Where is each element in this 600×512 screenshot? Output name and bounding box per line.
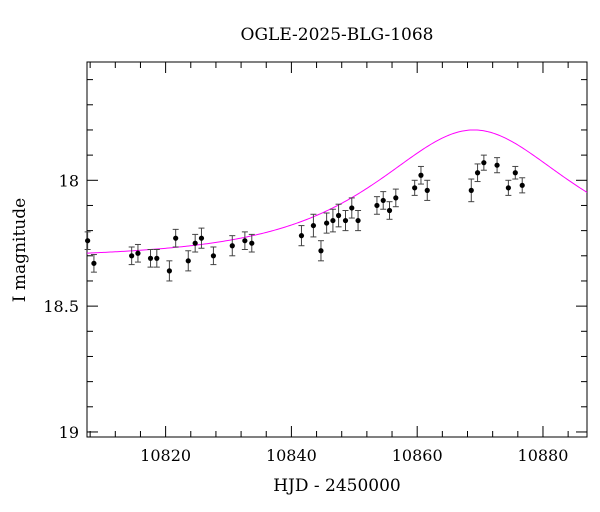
data-point (192, 233, 199, 253)
y-tick-labels: 18 18.5 19 (43, 171, 79, 442)
model-curve (86, 129, 588, 254)
data-marker (393, 195, 399, 201)
data-point (380, 191, 387, 210)
x-axis-label: HJD - 2450000 (273, 476, 401, 496)
data-point (90, 254, 97, 273)
data-point (134, 243, 141, 263)
data-point (474, 163, 481, 183)
y-axis-ticks (87, 79, 587, 433)
x-axis-ticks (89, 62, 569, 437)
data-marker (481, 160, 487, 166)
data-marker (412, 185, 418, 191)
data-marker (129, 253, 135, 259)
data-point (342, 209, 349, 232)
data-marker (229, 243, 235, 249)
data-marker (512, 170, 518, 176)
data-marker (468, 187, 474, 193)
data-marker (249, 240, 255, 246)
data-marker (91, 260, 97, 266)
data-point (417, 165, 424, 185)
data-marker (330, 217, 336, 224)
y-tick-label: 18.5 (43, 297, 79, 316)
data-point (519, 177, 526, 194)
data-point (198, 227, 205, 249)
data-marker (474, 170, 481, 176)
data-point (494, 157, 501, 174)
data-point (128, 246, 135, 266)
data-point (185, 250, 192, 272)
data-marker (310, 222, 317, 229)
data-point (147, 249, 154, 268)
data-marker (342, 217, 349, 224)
data-marker (386, 207, 393, 214)
data-marker (374, 202, 380, 209)
data-marker (380, 197, 386, 204)
data-point (241, 231, 248, 250)
data-point (323, 212, 330, 234)
data-point (468, 178, 475, 203)
data-marker (418, 172, 424, 178)
data-point (355, 209, 362, 232)
data-point (317, 240, 324, 262)
data-point (172, 228, 179, 248)
data-marker (318, 248, 324, 254)
x-tick-label: 10880 (518, 446, 569, 465)
data-point (392, 188, 399, 208)
data-marker (210, 253, 217, 259)
data-marker (424, 187, 430, 193)
data-marker (166, 268, 172, 274)
y-axis-label: I magnitude (10, 198, 30, 302)
data-marker (154, 255, 160, 261)
data-point (229, 235, 236, 257)
data-marker (85, 238, 91, 244)
data-point (424, 179, 431, 201)
data-point (310, 213, 317, 238)
x-tick-label: 10820 (140, 446, 191, 465)
data-point (373, 196, 380, 215)
y-tick-label: 18 (59, 171, 79, 190)
data-marker (494, 162, 500, 168)
x-tick-label: 10860 (392, 446, 443, 465)
data-point (329, 208, 336, 233)
data-point (166, 260, 173, 282)
data-marker (185, 258, 191, 264)
data-marker (135, 250, 141, 256)
data-marker (192, 240, 198, 246)
data-point (298, 225, 305, 247)
data-point (512, 165, 519, 180)
data-marker (147, 255, 154, 261)
data-point (480, 154, 487, 171)
data-marker (335, 212, 342, 219)
data-point (348, 197, 355, 219)
data-point (335, 203, 342, 228)
data-point (84, 231, 91, 250)
x-tick-labels: 10820 10840 10860 10880 (140, 446, 568, 465)
data-marker (242, 238, 248, 244)
data-marker (173, 235, 179, 241)
data-point (386, 201, 393, 220)
x-tick-label: 10840 (266, 446, 317, 465)
model-curve-layer (86, 129, 588, 254)
data-point (505, 179, 512, 196)
data-point (210, 246, 217, 266)
plot-frame (86, 61, 588, 438)
data-marker (349, 205, 355, 211)
y-tick-label: 19 (59, 423, 79, 442)
data-point (248, 233, 255, 253)
data-points-layer (84, 154, 526, 282)
data-point (153, 249, 160, 268)
data-marker (198, 235, 205, 241)
data-marker (298, 233, 305, 239)
data-marker (355, 217, 361, 224)
data-marker (519, 182, 525, 188)
data-marker (324, 220, 330, 226)
data-marker (505, 185, 511, 191)
data-point (411, 179, 418, 196)
chart-title: OGLE-2025-BLG-1068 (241, 25, 434, 45)
